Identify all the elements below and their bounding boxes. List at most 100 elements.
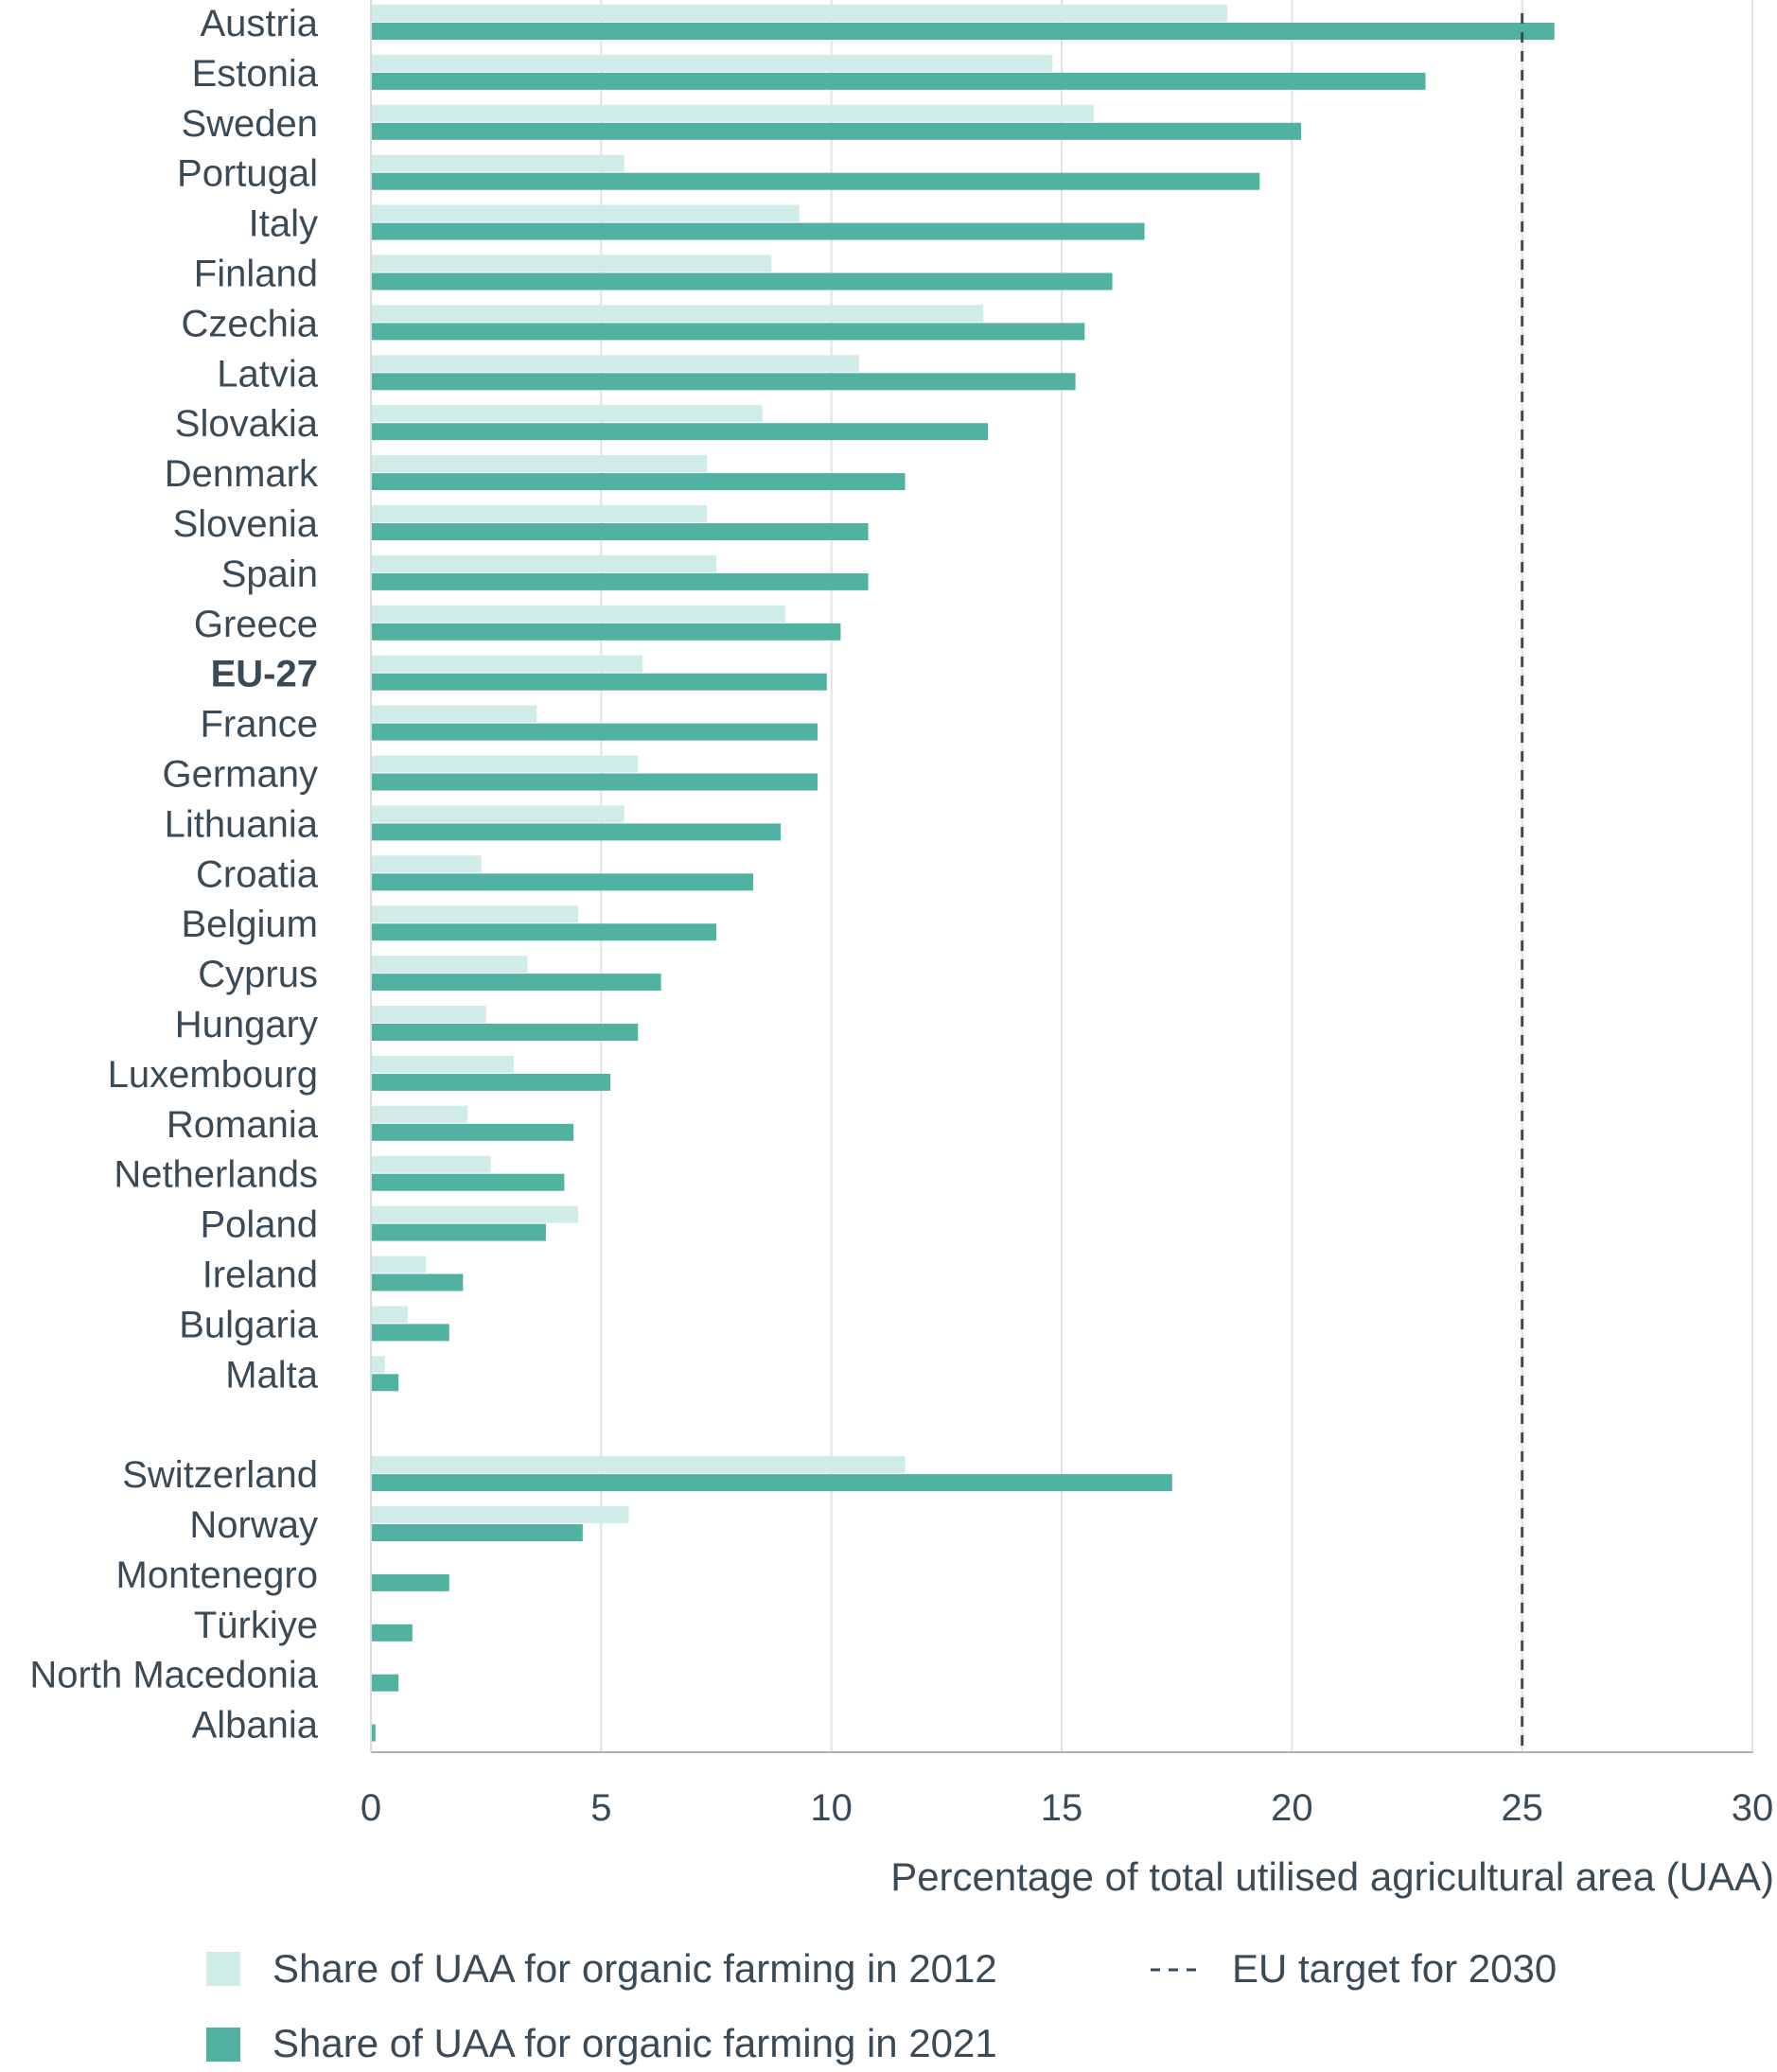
label-eu-27: EU-27 — [211, 654, 318, 695]
bar-2012-estonia — [371, 54, 1053, 72]
bar-2021-slovenia — [371, 523, 869, 540]
bar-2021-belgium — [371, 923, 716, 941]
bar-2021-luxembourg — [371, 1073, 611, 1091]
x-tick-0: 0 — [361, 1787, 381, 1829]
bar-2012-belgium — [371, 905, 578, 923]
bar-2021-cyprus — [371, 974, 661, 992]
bar-2012-slovakia — [371, 405, 763, 423]
bar-2012-finland — [371, 255, 772, 272]
bar-2012-switzerland — [371, 1456, 906, 1474]
bar-2012-ireland — [371, 1255, 427, 1273]
bar-2021-lithuania — [371, 823, 782, 841]
x-tick-10: 10 — [810, 1787, 853, 1829]
bar-2012-norway — [371, 1506, 629, 1523]
label-netherlands: Netherlands — [114, 1154, 318, 1196]
bar-2021-norway — [371, 1524, 583, 1541]
bar-2012-france — [371, 705, 537, 723]
bar-2012-germany — [371, 755, 639, 773]
x-tick-15: 15 — [1041, 1787, 1083, 1829]
bar-2012-romania — [371, 1105, 468, 1123]
bar-2021-albania — [371, 1724, 376, 1742]
bar-2012-austria — [371, 5, 1228, 22]
label-finland: Finland — [194, 254, 318, 295]
label-estonia: Estonia — [192, 53, 319, 95]
bar-2021-portugal — [371, 172, 1260, 190]
bar-2021-ireland — [371, 1273, 464, 1291]
label-slovenia: Slovenia — [173, 503, 319, 545]
x-axis-title: Percentage of total utilised agricultura… — [890, 1854, 1774, 1899]
bar-2012-eu-27 — [371, 655, 643, 673]
label-belgium: Belgium — [181, 904, 318, 945]
bar-2021-netherlands — [371, 1173, 565, 1191]
bar-2021-italy — [371, 222, 1145, 240]
label-t-rkiye: Türkiye — [194, 1605, 318, 1646]
label-albania: Albania — [192, 1705, 319, 1747]
label-romania: Romania — [167, 1104, 319, 1146]
bar-2021-greece — [371, 623, 841, 641]
label-hungary: Hungary — [175, 1004, 318, 1045]
x-tick-25: 25 — [1501, 1787, 1543, 1829]
bar-2012-sweden — [371, 104, 1095, 122]
label-north-macedonia: North Macedonia — [29, 1655, 318, 1696]
bar-2012-luxembourg — [371, 1055, 514, 1073]
bar-2012-greece — [371, 605, 785, 623]
bar-2021-czechia — [371, 323, 1085, 341]
bar-2012-latvia — [371, 355, 859, 373]
label-malta: Malta — [225, 1354, 319, 1396]
label-norway: Norway — [189, 1504, 318, 1546]
bar-2012-malta — [371, 1356, 385, 1374]
legend-label-2021: Share of UAA for organic farming in 2021 — [273, 2021, 997, 2065]
legend-label-target: EU target for 2030 — [1232, 1946, 1557, 1991]
bar-2021-switzerland — [371, 1474, 1172, 1492]
legend-label-2012: Share of UAA for organic farming in 2012 — [273, 1946, 997, 1991]
label-sweden: Sweden — [181, 103, 318, 145]
bar-2012-cyprus — [371, 956, 528, 974]
bar-2021-slovakia — [371, 423, 989, 441]
label-latvia: Latvia — [217, 353, 318, 395]
bar-2012-italy — [371, 204, 800, 222]
label-denmark: Denmark — [165, 453, 319, 495]
label-spain: Spain — [221, 553, 318, 595]
x-tick-20: 20 — [1271, 1787, 1313, 1829]
label-lithuania: Lithuania — [165, 803, 319, 845]
bar-2012-portugal — [371, 154, 625, 172]
legend-swatch-2021 — [206, 2028, 240, 2062]
legend: Share of UAA for organic farming in 2012… — [206, 1946, 1557, 2065]
bar-2021-eu-27 — [371, 673, 827, 691]
bar-2021-finland — [371, 272, 1113, 290]
bar-2012-bulgaria — [371, 1306, 408, 1324]
label-ireland: Ireland — [202, 1255, 318, 1296]
bar-2021-estonia — [371, 72, 1426, 90]
bar-2021-spain — [371, 572, 869, 590]
bar-2021-north-macedonia — [371, 1674, 399, 1692]
label-france: France — [201, 704, 319, 746]
bar-2012-poland — [371, 1205, 578, 1223]
x-tick-30: 30 — [1732, 1787, 1774, 1829]
label-slovakia: Slovakia — [175, 403, 319, 445]
bars — [371, 5, 1555, 1742]
label-greece: Greece — [194, 604, 318, 645]
legend-swatch-2012 — [206, 1952, 240, 1986]
label-luxembourg: Luxembourg — [108, 1054, 318, 1096]
bar-2012-denmark — [371, 455, 708, 473]
bar-2012-netherlands — [371, 1155, 491, 1173]
label-croatia: Croatia — [196, 853, 319, 895]
bar-2012-lithuania — [371, 805, 625, 823]
label-czechia: Czechia — [181, 303, 318, 344]
x-axis: 0 5 10 15 20 25 30 — [361, 0, 1773, 1829]
bar-2021-france — [371, 723, 818, 741]
label-montenegro: Montenegro — [116, 1554, 318, 1596]
label-italy: Italy — [249, 203, 318, 245]
bar-2012-hungary — [371, 1006, 486, 1023]
bar-2021-romania — [371, 1123, 574, 1141]
bar-2012-spain — [371, 554, 716, 572]
bar-2021-montenegro — [371, 1573, 449, 1591]
bar-2021-latvia — [371, 373, 1076, 391]
bar-2012-croatia — [371, 855, 482, 873]
label-poland: Poland — [200, 1204, 318, 1246]
label-portugal: Portugal — [177, 153, 318, 195]
bar-2021-sweden — [371, 122, 1302, 140]
bar-2021-denmark — [371, 473, 906, 491]
bar-2021-germany — [371, 773, 818, 791]
